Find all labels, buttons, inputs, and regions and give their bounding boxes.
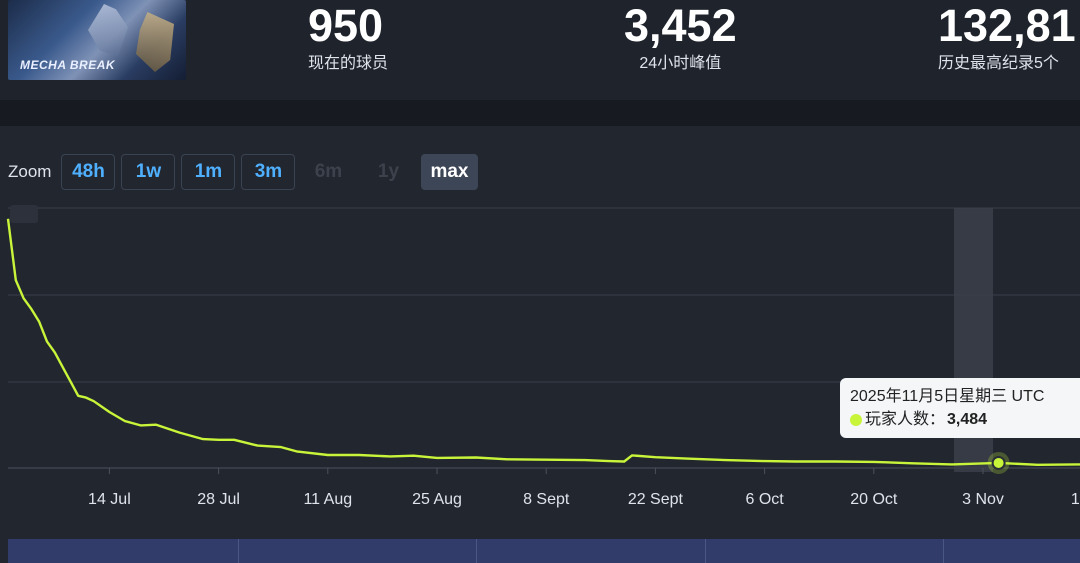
tooltip-label: 玩家人数： [865,411,946,428]
stat-24h-peak: 3,452 24小时峰值 [624,0,737,76]
stats-header: MECHA BREAK 950 现在的球员 3,452 24小时峰值 132,8… [0,0,1080,100]
player-count-chart[interactable]: 14 Jul 28 Jul 11 Aug 25 Aug 8 Sept 22 Sept 6 O… [0,200,1080,536]
zoom-48h-button[interactable]: 48h [61,154,116,190]
stat-current-players: 950 现在的球员 [308,0,388,76]
x-tick-label: 6 Oct [745,491,784,508]
navigator-divider [943,539,944,563]
all-time-peak-label: 历史最高纪录5个 [938,55,1059,72]
x-tick-label: 11 Aug [303,491,352,508]
tooltip-value: 3,484 [947,411,988,428]
zoom-1m-button[interactable]: 1m [181,154,236,190]
zoom-max-button[interactable]: max [421,154,478,190]
x-tick-label: 22 Sept [628,491,684,508]
zoom-controls: Zoom 48h 1w 1m 3m 6m 1y max [8,153,478,191]
tooltip-value-row: 玩家人数： 3,484 [850,408,1080,432]
x-tick-label: 28 Jul [197,491,240,508]
player-count-series [6,218,1080,466]
game-logo-text: MECHA BREAK [20,58,116,72]
game-logo[interactable]: MECHA BREAK [8,0,186,80]
zoom-1w-button[interactable]: 1w [121,154,176,190]
series-color-dot [850,414,862,426]
mech-art-left [88,4,128,56]
zoom-6m-button: 6m [301,154,356,190]
current-players-label: 现在的球员 [308,55,389,72]
all-time-peak-value: 132,81 [938,0,1076,51]
chart-tooltip: 2025年11月5日星期三 UTC 玩家人数： 3,484 [840,378,1080,438]
x-tick-label: 20 Oct [850,491,898,508]
peak-24h-value: 3,452 [624,0,737,51]
current-players-value: 950 [308,0,384,51]
chart-panel [0,126,1080,563]
x-tick-label: 25 Aug [412,491,462,508]
x-tick-label: 8 Sept [523,491,570,508]
navigator-divider [476,539,477,563]
zoom-3m-button[interactable]: 3m [241,154,296,190]
section-divider [0,100,1080,126]
x-tick-label: 17 No [1071,491,1080,508]
navigator-divider [238,539,239,563]
mech-art-right [136,12,174,72]
navigator-divider [705,539,706,563]
x-tick-label: 14 Jul [88,491,131,508]
hover-point [991,455,1006,470]
tooltip-date: 2025年11月5日星期三 UTC [850,388,1045,405]
stat-all-time-peak: 132,81 历史最高纪录5个 [938,0,1076,76]
range-navigator[interactable] [8,539,1080,563]
zoom-label: Zoom [8,162,52,181]
peak-24h-label: 24小时峰值 [639,55,722,72]
x-tick-label: 3 Nov [962,491,1004,508]
zoom-1y-button: 1y [361,154,416,190]
chart-corner-tag [10,205,38,223]
